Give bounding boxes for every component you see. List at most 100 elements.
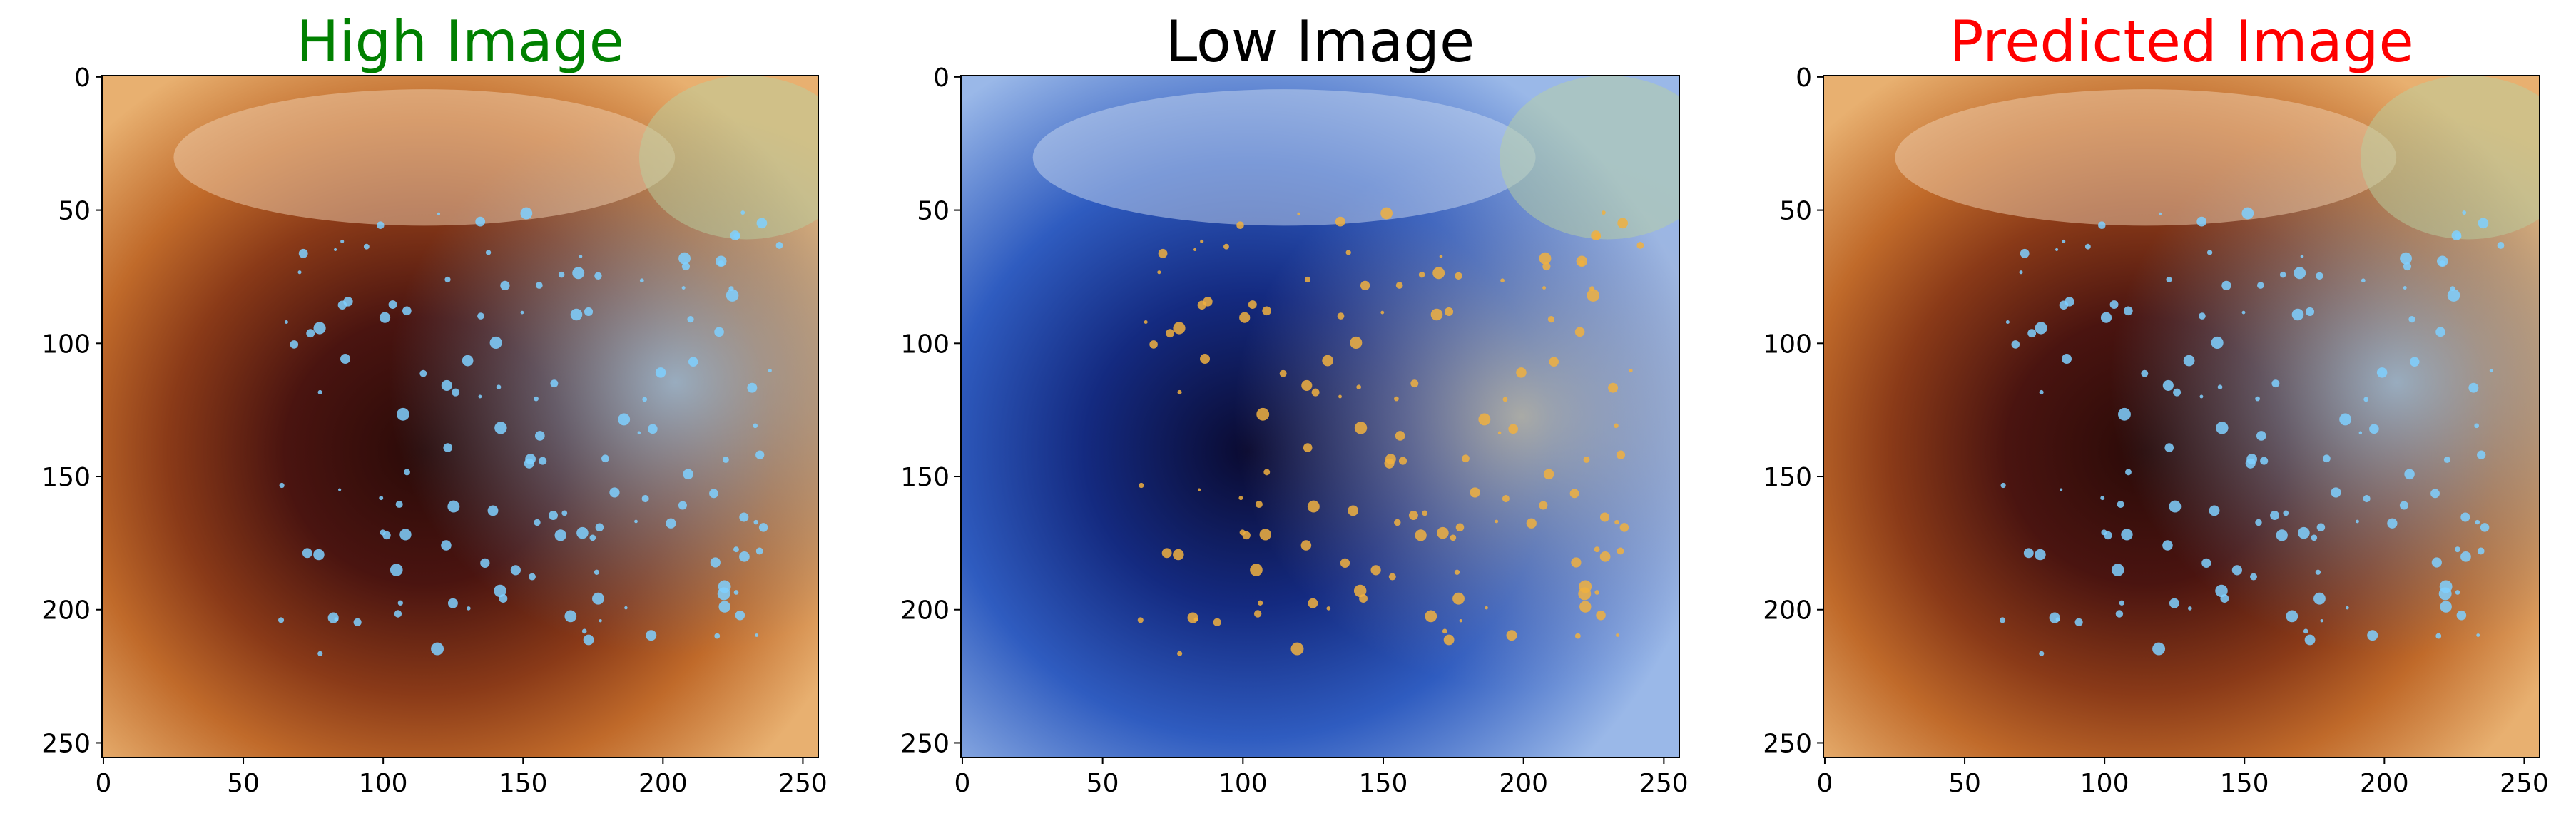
image-star [572,267,585,280]
image-star [1322,355,1334,367]
image-star [2117,501,2124,509]
image-star [337,488,342,491]
image-star [1279,369,1287,377]
image-star [494,584,506,598]
image-star [2061,354,2072,364]
image-star [549,511,558,521]
image-star [1388,573,1396,581]
image-star [1526,518,1537,529]
image-star [2220,594,2229,603]
image-star [2206,250,2213,255]
y-tick-label: 0 [1796,63,1812,93]
image-star [775,242,783,249]
image-star [388,300,397,309]
image-star [714,633,721,639]
image-star [1569,489,1579,499]
image-star [2435,633,2442,639]
image-star [2477,547,2485,555]
axes-frame [1823,75,2540,758]
image-star [2039,389,2044,395]
image-star [1497,431,1502,435]
x-tick-label: 250 [778,769,828,798]
image-star [2315,569,2321,575]
image-star [2443,456,2450,463]
image-star [2356,519,2359,524]
image-star [447,500,460,513]
image-star [2187,606,2192,611]
image-star [1238,496,1243,501]
image-star [1408,511,1418,521]
x-tick-label: 50 [227,769,260,798]
image-star [1583,456,1590,463]
image-star [510,565,521,576]
image-star [2217,384,2223,390]
image-star [1432,267,1445,280]
image-star [1239,529,1246,536]
image-star [2376,367,2388,378]
image-star [735,610,745,621]
image-star [353,618,362,626]
image-star [284,320,288,325]
image-star [678,252,691,265]
image-star [2098,221,2106,229]
image-star [753,423,758,429]
image-star [740,210,745,215]
image-star [2497,242,2505,249]
y-tick-label: 0 [933,63,950,93]
image-star [2339,413,2352,426]
image-star [534,431,545,441]
image-star [1599,512,1609,522]
image-star [589,534,596,541]
image-star [337,300,347,310]
x-tick-label: 0 [1817,769,1833,798]
image-star [1495,519,1499,524]
image-star [624,606,628,610]
image-star [1616,633,1619,637]
image-star [2158,212,2162,215]
image-star [399,529,412,541]
image-star [1500,278,1505,283]
image-star [2435,327,2445,337]
image-star [2255,396,2260,402]
image-star [1579,580,1592,593]
image-star [1193,248,1197,251]
image-star [681,286,686,290]
image-star [1619,523,1629,532]
image-star [1574,327,1585,337]
image-star [1589,286,1595,292]
image-star [443,443,453,452]
image-star [646,630,657,641]
image-star [2270,511,2279,521]
image-star [639,278,644,283]
image-star [718,580,731,593]
image-star [1587,289,1599,302]
image-star [1380,310,1385,315]
image-star [2313,592,2326,605]
image-star [363,243,370,250]
image-star [1395,431,1405,441]
image-star [1443,634,1455,646]
image-star [595,523,604,532]
image-star [1485,606,1488,610]
image-star [550,379,559,388]
image-star [466,606,471,611]
image-star [1259,529,1271,541]
image-star [1354,422,1368,434]
image-star [2455,546,2460,553]
image-star [1616,450,1626,459]
image-star [1239,312,1251,323]
y-tick-label: 250 [1763,729,1812,758]
image-star [1502,495,1510,503]
image-star [1444,307,1454,317]
image-cloud [639,76,818,240]
image-star [1470,487,1480,498]
x-tick-label: 250 [1639,769,1689,798]
image-star [302,548,312,559]
image-star [1608,382,1619,393]
image-star [447,598,458,608]
y-tick-label: 250 [41,729,91,758]
image-star [2460,512,2470,522]
image-star [2367,630,2378,641]
image-star [402,306,412,316]
